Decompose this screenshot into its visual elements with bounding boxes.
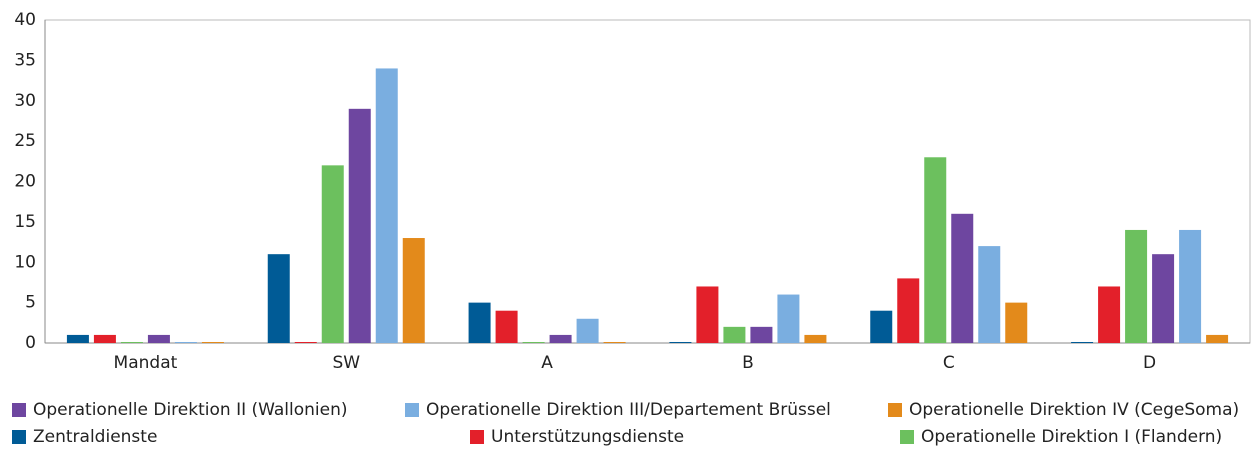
bar bbox=[978, 246, 1001, 343]
bar bbox=[576, 318, 599, 343]
bar bbox=[93, 334, 116, 343]
x-tick-label: D bbox=[1143, 353, 1156, 373]
bar bbox=[267, 254, 290, 343]
bar bbox=[1071, 342, 1094, 343]
bar bbox=[603, 342, 626, 343]
x-tick-label: B bbox=[742, 353, 754, 373]
bar bbox=[495, 310, 518, 343]
legend-swatch bbox=[470, 430, 484, 444]
legend-label: Operationelle Direktion III/Departement … bbox=[426, 400, 831, 420]
y-tick-label: 35 bbox=[14, 50, 36, 70]
y-tick-label: 15 bbox=[14, 212, 36, 232]
bar bbox=[321, 165, 344, 343]
y-tick-label: 5 bbox=[25, 293, 36, 313]
bar bbox=[1179, 229, 1202, 343]
y-tick-label: 40 bbox=[14, 10, 36, 30]
legend-label: Operationelle Direktion II (Wallonien) bbox=[33, 400, 347, 420]
y-tick-label: 25 bbox=[14, 131, 36, 151]
bar bbox=[723, 326, 746, 343]
bar bbox=[375, 68, 398, 343]
x-tick-label: Mandat bbox=[114, 353, 178, 373]
bar bbox=[201, 342, 224, 343]
legend-swatch bbox=[12, 403, 26, 417]
x-tick-label: C bbox=[943, 353, 955, 373]
bar bbox=[804, 334, 827, 343]
bar bbox=[1098, 286, 1121, 343]
legend-label: Operationelle Direktion IV (CegeSoma) bbox=[909, 400, 1239, 420]
legend-label: Operationelle Direktion I (Flandern) bbox=[921, 427, 1222, 447]
bar bbox=[951, 213, 974, 343]
bar bbox=[402, 238, 425, 343]
bar bbox=[348, 108, 371, 343]
bar bbox=[174, 342, 197, 343]
y-tick-label: 20 bbox=[14, 172, 36, 192]
y-tick-label: 10 bbox=[14, 252, 36, 272]
bar bbox=[669, 342, 692, 343]
bar bbox=[924, 157, 947, 343]
bar bbox=[897, 278, 920, 343]
legend-swatch bbox=[405, 403, 419, 417]
bar bbox=[147, 334, 170, 343]
x-tick-label: SW bbox=[332, 353, 360, 373]
legend-swatch bbox=[12, 430, 26, 444]
plot-frame bbox=[44, 19, 1251, 344]
legend-swatch bbox=[888, 403, 902, 417]
bar bbox=[1206, 334, 1229, 343]
bar bbox=[66, 334, 89, 343]
bar bbox=[750, 326, 773, 343]
bar bbox=[120, 342, 143, 343]
bar bbox=[468, 302, 491, 343]
bar bbox=[549, 334, 572, 343]
bar bbox=[294, 342, 317, 343]
x-tick-label: A bbox=[541, 353, 553, 373]
bar bbox=[870, 310, 893, 343]
legend-label: Unterstützungsdienste bbox=[491, 427, 684, 447]
legend-label: Zentraldienste bbox=[33, 427, 157, 447]
bar bbox=[1152, 254, 1175, 343]
y-tick-label: 0 bbox=[25, 333, 36, 353]
bar bbox=[1005, 302, 1028, 343]
legend-swatch bbox=[900, 430, 914, 444]
bar bbox=[696, 286, 719, 343]
bar bbox=[1125, 229, 1148, 343]
bar bbox=[777, 294, 800, 343]
y-tick-label: 30 bbox=[14, 91, 36, 111]
bar bbox=[522, 342, 545, 343]
